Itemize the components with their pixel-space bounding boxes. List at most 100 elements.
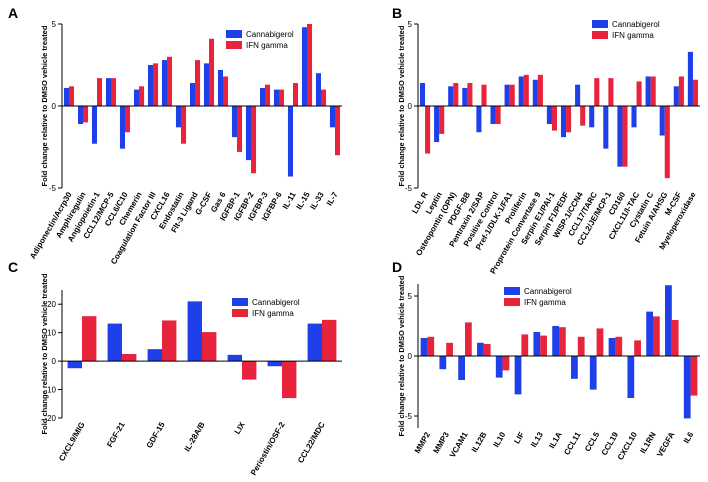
bar-ifn-gamma [209,38,215,107]
y-tick-label: -5 [405,184,413,193]
bar-cannabigerol [495,356,503,378]
panel-c: C Fold change relative to DMSO vehicle tr… [8,259,342,477]
y-axis-label: Fold change relative to DMSO vehicle tre… [40,273,49,434]
bar-ifn-gamma [153,63,159,106]
category-label: Periostin/OSF-2 [249,420,287,477]
bar-cannabigerol [161,60,167,106]
y-tick-label: -5 [49,184,57,193]
bar-cannabigerol [617,106,623,167]
category-label: VCAM1 [448,430,470,459]
bar-cannabigerol [67,361,82,369]
bar-ifn-gamma [566,106,572,133]
legend-swatch [592,20,608,28]
category-label: IL-7 [325,190,340,207]
panel-letter: D [392,259,402,275]
bar-cannabigerol [646,311,653,356]
legend-swatch [504,287,520,295]
y-tick-label: 20 [47,300,56,309]
bar-ifn-gamma [559,327,566,356]
bar-cannabigerol [434,106,440,143]
bar-ifn-gamma [83,106,89,123]
bar-cannabigerol [665,285,672,356]
bar-ifn-gamma [690,356,698,396]
category-label: IL13 [529,430,545,449]
bar-cannabigerol [608,338,616,356]
bar-ifn-gamma [321,89,327,106]
bar-ifn-gamma [279,89,285,106]
bar-cannabigerol [476,106,482,133]
category-label: IL12B [470,430,489,454]
bar-cannabigerol [187,301,202,362]
category-label: MMP3 [432,430,452,455]
bar-ifn-gamma [125,106,131,133]
bar-ifn-gamma [467,83,473,106]
bar-cannabigerol [439,356,447,370]
category-label: CXCL9/MIG [57,421,87,463]
bar-cannabigerol [231,106,237,138]
bar-cannabigerol [329,106,335,128]
bar-ifn-gamma [615,336,623,356]
y-axis-label: Fold change relative to DMSO vehicle tre… [397,25,406,186]
bar-ifn-gamma [242,361,257,380]
category-label: CCL22/MDC [296,420,327,464]
bar-ifn-gamma [167,56,173,106]
y-tick-label: 0 [408,102,413,111]
panel-letter: C [8,259,18,275]
legend-swatch [232,298,248,306]
legend-label: Cannabigerol [612,20,660,29]
bar-ifn-gamma [69,86,75,106]
bar-cannabigerol [458,356,465,380]
panel-b: B Fold change relative to DMSO vehicle tr… [392,5,700,275]
bar-ifn-gamma [237,106,243,152]
bar-ifn-gamma [293,83,299,106]
legend-label: Cannabigerol [246,30,294,39]
bar-cannabigerol [448,86,454,106]
bar-cannabigerol [532,79,538,106]
bar-ifn-gamma [282,361,297,399]
bar-cannabigerol [420,338,428,356]
bar-ifn-gamma [181,106,187,144]
bar-ifn-gamma [162,320,177,362]
legend-swatch [592,31,608,39]
category-label: IL-28A/B [183,420,207,453]
bar-cannabigerol [147,65,153,106]
bar-ifn-gamma [335,106,341,156]
bar-ifn-gamma [523,74,529,106]
bar-ifn-gamma [195,60,201,106]
bar-cannabigerol [91,106,97,144]
bar-ifn-gamma [537,74,543,106]
bar-ifn-gamma [678,76,684,106]
bar-cannabigerol [673,86,679,106]
y-axis-label: Fold change relative to DMSO vehicle tre… [40,25,49,186]
y-tick-label: 5 [408,292,413,301]
bar-ifn-gamma [122,354,137,362]
bar-ifn-gamma [322,319,337,362]
bar-ifn-gamma [653,316,660,356]
category-label: IL1RN [638,430,657,455]
bar-ifn-gamma [495,106,501,125]
bar-ifn-gamma [692,79,699,106]
bar-ifn-gamma [540,335,547,356]
bar-ifn-gamma [664,106,670,179]
bar-cannabigerol [133,89,139,106]
category-label: FGF-21 [105,420,127,449]
category-label: IL1A [547,430,564,450]
bar-cannabigerol [546,106,552,125]
bar-ifn-gamma [82,316,97,362]
bar-cannabigerol [227,354,242,362]
category-label: LIX [233,420,247,436]
bar-cannabigerol [645,76,651,106]
category-label: IL-33 [309,190,326,211]
category-label: MMP2 [413,430,433,455]
legend-label: IFN gamma [612,31,654,40]
category-label: GDF-15 [145,420,167,450]
bar-cannabigerol [175,106,181,128]
bar-cannabigerol [631,106,637,128]
y-tick-label: 0 [52,357,57,366]
bar-ifn-gamma [608,78,614,106]
bar-cannabigerol [119,106,125,149]
bar-ifn-gamma [223,76,229,106]
bar-cannabigerol [477,342,484,356]
panel-letter: B [392,5,402,21]
